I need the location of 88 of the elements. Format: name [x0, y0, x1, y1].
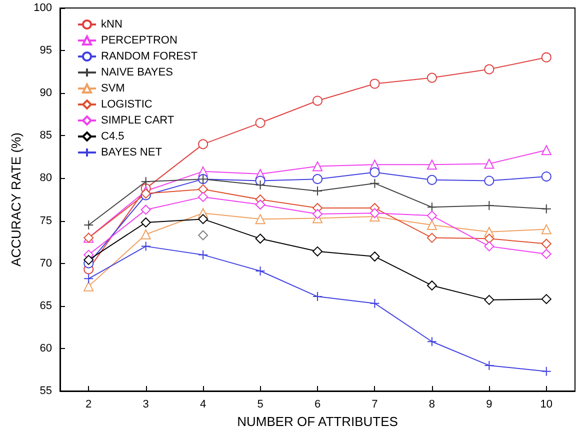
point [541, 248, 552, 259]
point [541, 238, 552, 249]
point [140, 229, 151, 240]
point [140, 176, 151, 187]
y-tick-label: 80 [40, 172, 52, 184]
y-tick-label: 85 [40, 130, 52, 142]
point [140, 217, 151, 228]
x-tick-label: 10 [540, 398, 553, 410]
point [312, 208, 322, 219]
point [255, 180, 266, 190]
point [426, 210, 437, 221]
point [370, 78, 380, 89]
legend-label: kNN [101, 18, 122, 30]
y-tick-label: 70 [40, 257, 52, 270]
legend-label: C4.5 [101, 130, 124, 142]
point [198, 139, 208, 150]
legend-label: SIMPLE CART [101, 114, 174, 126]
legend-label: SVM [101, 82, 125, 94]
point [198, 230, 208, 240]
point [312, 174, 322, 184]
x-tick-label: 2 [86, 398, 92, 410]
point [370, 298, 380, 308]
y-tick-label: 95 [40, 44, 52, 57]
point [541, 52, 552, 62]
x-tick-label: 9 [486, 398, 492, 410]
point [312, 246, 322, 256]
legend-label: RANDOM FOREST [101, 50, 198, 62]
point [255, 200, 266, 210]
point [541, 366, 552, 376]
point [426, 160, 437, 170]
point [370, 178, 380, 188]
legend-label: NAIVE BAYES [101, 66, 173, 78]
point [198, 250, 208, 260]
point [484, 200, 494, 210]
point [370, 167, 380, 178]
point [426, 280, 437, 290]
y-tick-label: 60 [40, 342, 52, 354]
legend-label: BAYES NET [101, 146, 162, 158]
point [426, 232, 437, 243]
point [541, 172, 552, 182]
point [198, 184, 208, 194]
y-tick-label: 90 [40, 87, 52, 100]
point [255, 234, 266, 244]
y-tick-label: 65 [40, 300, 52, 312]
x-tick-label: 7 [372, 398, 378, 410]
point [198, 192, 208, 202]
point [140, 204, 151, 215]
point [484, 360, 494, 370]
point [370, 208, 380, 218]
point [541, 224, 552, 234]
x-tick-label: 4 [200, 398, 206, 410]
point [541, 145, 552, 156]
point [541, 294, 552, 304]
point [426, 202, 437, 212]
point [84, 274, 94, 284]
point [541, 204, 552, 214]
x-axis-title: NUMBER OF ATTRIBUTES [237, 414, 398, 429]
x-tick-label: 5 [257, 398, 264, 410]
point [484, 64, 494, 74]
point [198, 214, 208, 224]
point [140, 241, 151, 252]
point [426, 174, 437, 185]
x-tick-label: 3 [142, 398, 149, 410]
legend-label: LOGISTIC [101, 98, 152, 110]
y-axis-title: ACCURACY RATE (%) [8, 132, 24, 266]
legend-label: PERCEPTRON [101, 34, 178, 46]
point [426, 220, 437, 230]
y-tick-label: 55 [40, 385, 52, 397]
point [426, 72, 437, 83]
point [426, 336, 437, 347]
point [484, 294, 494, 305]
x-tick-label: 6 [314, 398, 321, 410]
point [484, 241, 494, 252]
point [484, 234, 494, 244]
point [84, 220, 94, 230]
point [484, 158, 494, 169]
point [84, 254, 94, 265]
point [255, 266, 266, 276]
y-tick-label: 75 [40, 214, 52, 227]
point [312, 96, 322, 106]
point [370, 252, 380, 262]
point [312, 161, 322, 172]
point [484, 176, 494, 186]
y-tick-label: 100 [34, 2, 52, 14]
point [255, 214, 266, 224]
point [255, 118, 266, 128]
point [84, 281, 94, 292]
x-tick-label: 8 [428, 398, 436, 410]
